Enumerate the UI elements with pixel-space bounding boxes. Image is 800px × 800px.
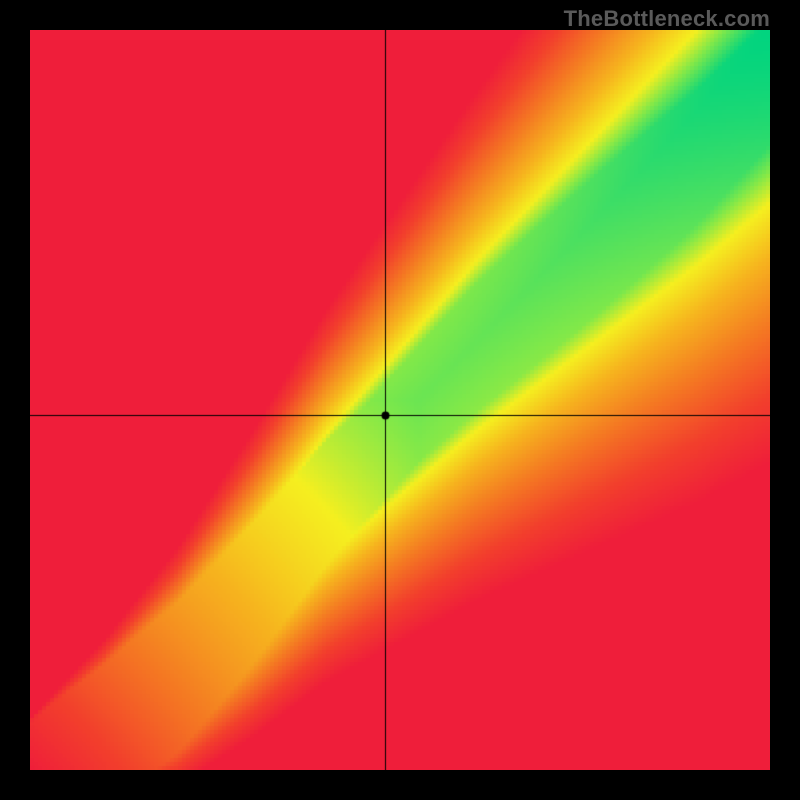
watermark-text: TheBottleneck.com (564, 6, 770, 32)
bottleneck-heatmap (30, 30, 770, 770)
